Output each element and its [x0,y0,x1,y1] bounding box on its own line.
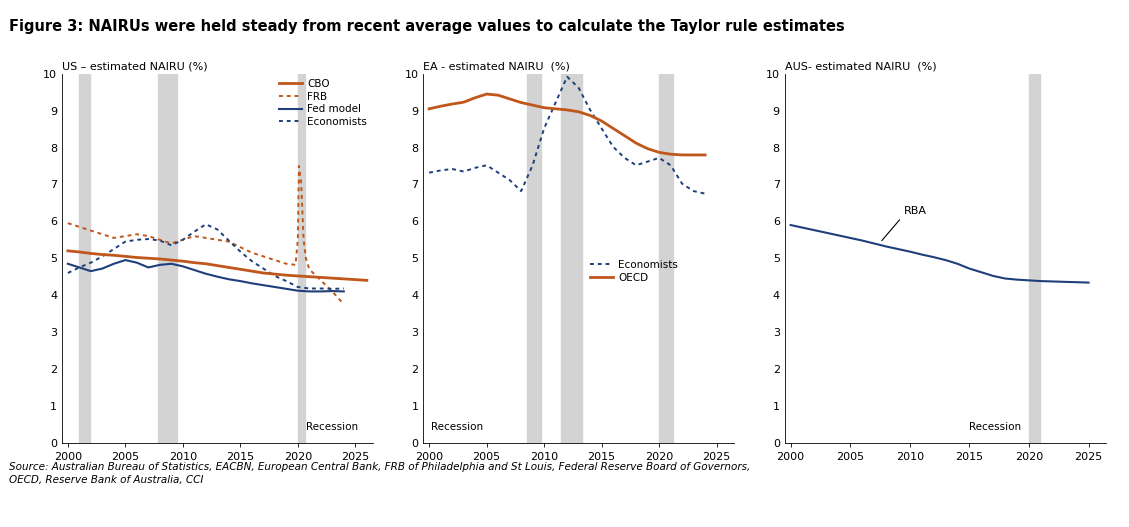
Legend: Economists, OECD: Economists, OECD [590,260,679,282]
Legend: CBO, FRB, Fed model, Economists: CBO, FRB, Fed model, Economists [279,79,367,127]
Bar [298,74,305,443]
Text: Recession: Recession [306,422,358,432]
Text: Recession: Recession [970,422,1022,432]
Text: Figure 3: NAIRUs were held steady from recent average values to calculate the Ta: Figure 3: NAIRUs were held steady from r… [9,19,844,34]
Text: US – estimated NAIRU (%): US – estimated NAIRU (%) [62,62,208,72]
Text: Recession: Recession [431,422,483,432]
Text: RBA: RBA [904,206,927,216]
Bar [527,74,541,443]
Text: Source: Australian Bureau of Statistics, EACBN, European Central Bank, FRB of Ph: Source: Australian Bureau of Statistics,… [9,462,751,485]
Text: EA - estimated NAIRU  (%): EA - estimated NAIRU (%) [423,62,570,72]
Bar [561,74,583,443]
Text: AUS- estimated NAIRU  (%): AUS- estimated NAIRU (%) [785,62,936,72]
Bar [659,74,673,443]
Bar [79,74,89,443]
Bar [158,74,177,443]
Bar [1029,74,1040,443]
